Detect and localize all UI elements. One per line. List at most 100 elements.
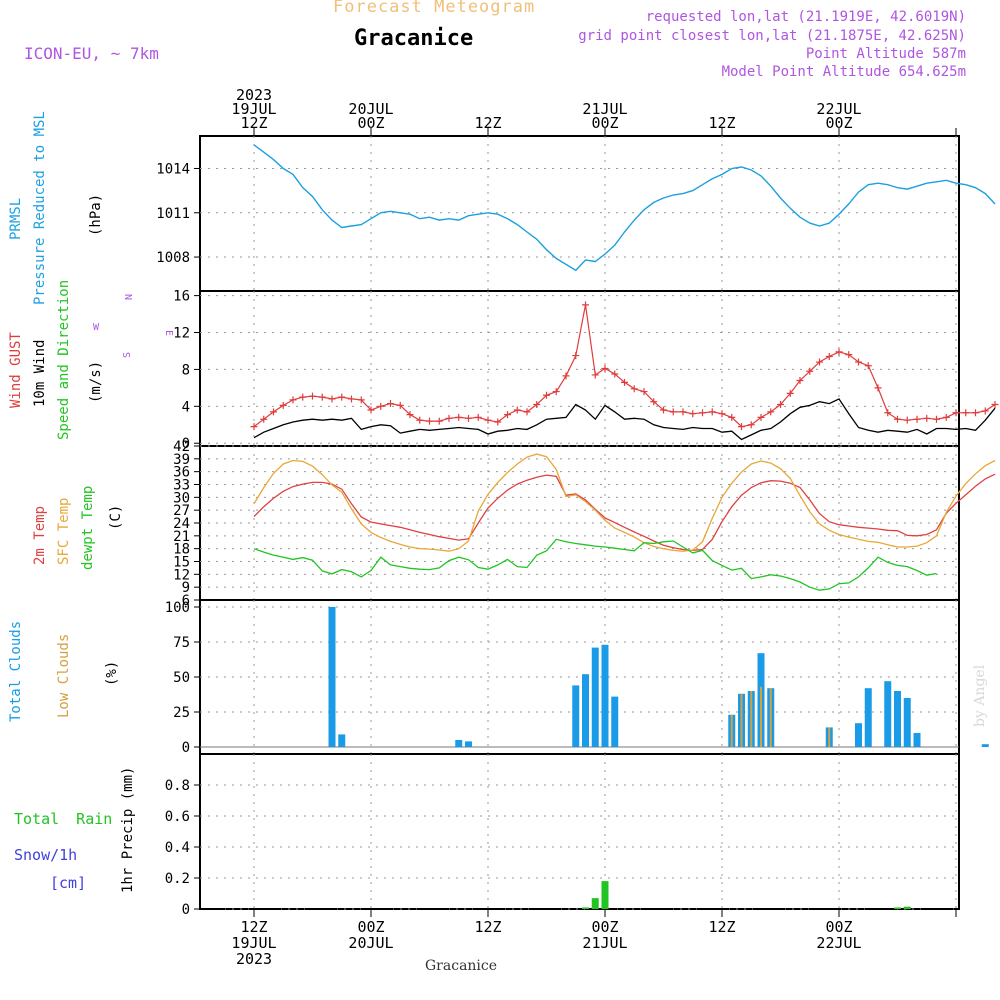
gust-point: [640, 388, 648, 396]
rain-title: Total Rain: [14, 810, 113, 828]
x-tick-label-bottom: 12Z: [474, 918, 501, 936]
x-tick-label-top: 00Z: [357, 114, 384, 132]
gust-point: [679, 408, 687, 416]
y-tick-label: 30: [173, 490, 190, 506]
gust-point: [689, 410, 697, 418]
gust-point: [972, 409, 979, 417]
y-tick-label: 0.8: [165, 778, 190, 794]
x-tick-label-bottom: 12Z: [708, 918, 735, 936]
y-tick-label: 18: [173, 542, 190, 558]
gust-point: [270, 408, 277, 416]
total-cloud-bar: [894, 691, 901, 747]
rain-bar: [591, 898, 599, 909]
x-tick-label-bottom: 21JUL: [582, 934, 627, 952]
compass-east: E: [163, 330, 174, 336]
low-cloud-bar: [750, 691, 753, 747]
gust-point: [299, 393, 307, 401]
location-title: Gracanice: [354, 26, 474, 51]
gust-point: [650, 398, 658, 406]
gust-point: [474, 413, 482, 421]
rain-bar: [903, 906, 911, 909]
gust-point: [738, 423, 745, 431]
gust-point: [504, 411, 511, 419]
total-cloud-bar: [338, 734, 346, 747]
gust-point: [494, 418, 502, 426]
gust-point: [864, 362, 872, 370]
y-tick-label: 0.6: [165, 809, 190, 825]
x-tick-label-top: 2023: [236, 86, 272, 104]
y-tick-label: 15: [173, 555, 190, 571]
y-tick-label: 39: [173, 452, 190, 468]
gust-point: [338, 393, 346, 401]
gust-point: [669, 408, 677, 416]
x-tick-label-top: 00Z: [825, 114, 852, 132]
snow-units: [cm]: [50, 874, 87, 892]
model-altitude: Model Point Altitude 654.625m: [721, 64, 966, 80]
gust-point: [543, 391, 550, 399]
wind-line: [253, 398, 996, 441]
gust-point: [981, 407, 989, 415]
gust-point: [806, 367, 814, 375]
total-cloud-bar: [582, 674, 589, 747]
total-cloud-bar: [455, 740, 463, 747]
total-cloud-bar: [601, 644, 609, 747]
gust-point: [845, 351, 853, 359]
gust-point: [933, 415, 940, 423]
gust-point: [513, 406, 521, 414]
rain-bar: [601, 881, 609, 909]
x-tick-label-top: 20JUL: [348, 100, 393, 118]
gust-point: [621, 378, 628, 386]
gust-point: [718, 410, 726, 418]
x-tick-label-top: 00Z: [591, 114, 618, 132]
gridpoint-coords: grid point closest lon,lat (21.1875E, 42…: [578, 28, 966, 44]
gust-point: [894, 415, 901, 423]
gust-point: [572, 352, 580, 360]
y-tick-label: 1011: [156, 206, 190, 222]
y-tick-label: 0: [182, 902, 190, 918]
low-cloud-bar: [730, 714, 733, 747]
total-cloud-bar: [855, 723, 862, 747]
gust-point: [348, 395, 355, 403]
x-tick-label-bottom: 00Z: [825, 918, 852, 936]
gust-point: [855, 358, 862, 366]
dewpt-line: [253, 538, 937, 591]
gust-point: [406, 411, 414, 419]
gust-point: [962, 409, 970, 417]
gust-point: [630, 385, 638, 393]
gust-point: [699, 409, 706, 417]
rain-bar: [894, 907, 901, 909]
gust-point: [874, 384, 882, 392]
x-tick-label-top: 12Z: [708, 114, 735, 132]
compass-west: W: [93, 322, 100, 333]
y-tick-label: 21: [173, 529, 190, 545]
y-tick-label: 27: [173, 503, 190, 519]
total-cloud-bar: [572, 685, 580, 747]
gust-point: [601, 365, 609, 372]
pressure-line: [253, 144, 996, 272]
gust-point: [465, 414, 472, 422]
gust-point: [309, 392, 316, 400]
gust-point: [835, 348, 843, 356]
total-cloud-bar: [903, 698, 911, 747]
panel-frame-precip: [199, 753, 960, 910]
rain-bar: [582, 907, 589, 909]
panel-frame-pressure: [199, 135, 960, 292]
y-tick-label: 4: [182, 399, 190, 415]
gust-point: [289, 396, 297, 404]
gust-point: [952, 409, 960, 417]
gust-point: [903, 416, 911, 424]
gust-point: [367, 406, 375, 414]
y-tick-label: 0.4: [165, 840, 190, 856]
gust-line: [253, 304, 996, 428]
gust-point: [328, 395, 336, 403]
y-tick-label: 1008: [156, 250, 190, 266]
gust-point: [913, 415, 921, 423]
low-cloud-bar: [769, 688, 772, 747]
total-cloud-bar: [328, 607, 336, 747]
y-tick-label: 16: [173, 289, 190, 305]
gust-point: [552, 388, 560, 396]
y-tick-label: 25: [173, 705, 190, 721]
x-tick-label-top: 19JUL: [231, 100, 276, 118]
x-tick-label-top: 12Z: [474, 114, 501, 132]
